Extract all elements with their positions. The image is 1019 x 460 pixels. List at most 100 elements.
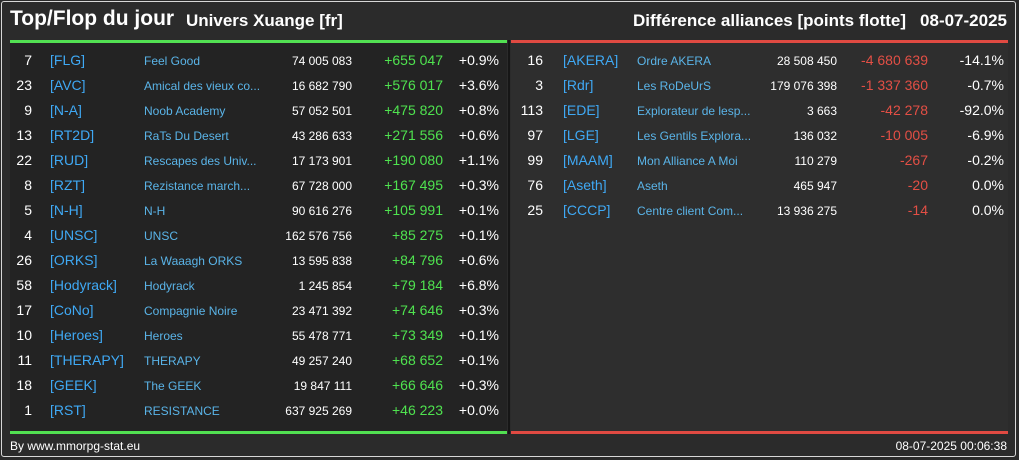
percent-change: +0.3% [458, 177, 499, 193]
alliance-name-link[interactable]: Rescapes des Univ... [144, 154, 257, 168]
top-row: 7 [FLG] Feel Good 74 005 083 +655 047 +0.9% [10, 49, 507, 74]
points-delta: -20 [907, 177, 928, 193]
alliance-name-link[interactable]: Explorateur de lesp... [637, 104, 751, 118]
alliance-name-link[interactable]: THERAPY [144, 354, 201, 368]
top-row: 26 [ORKS] La Waaagh ORKS 13 595 838 +84 796 +… [10, 249, 507, 274]
alliance-rank: 97 [527, 127, 543, 143]
alliance-tag-link[interactable]: [N-A] [50, 102, 82, 118]
top-row: 8 [RZT] Rezistance march... 67 728 000 +167 … [10, 174, 507, 199]
flop-row: 3 [Rdr] Les RoDeUrS 179 076 398 -1 337 360 -0… [511, 74, 1008, 99]
alliance-tag-link[interactable]: [EDE] [563, 102, 600, 118]
percent-change: +3.6% [458, 77, 499, 93]
top-row: 11 [THERAPY] THERAPY 49 257 240 +68 652 +0.1% [10, 349, 507, 374]
page-title: Top/Flop du jour [10, 7, 175, 30]
percent-change: -14.1% [959, 52, 1004, 68]
flop-row: 99 [MAAM] Mon Alliance A Moi 110 279 -267 -0.… [511, 149, 1008, 174]
alliance-name-link[interactable]: Centre client Com... [637, 204, 744, 218]
alliance-tag-link[interactable]: [Rdr] [563, 77, 594, 93]
alliance-tag-link[interactable]: [THERAPY] [50, 352, 124, 368]
alliance-tag-link[interactable]: [RT2D] [50, 127, 95, 143]
alliance-points: 13 595 838 [291, 254, 352, 268]
alliance-name-link[interactable]: Les RoDeUrS [637, 79, 712, 93]
alliance-rank: 10 [16, 327, 32, 343]
alliance-rank: 4 [24, 227, 32, 243]
alliance-rank: 25 [527, 202, 543, 218]
points-delta: +46 223 [392, 402, 443, 418]
alliance-name-link[interactable]: Hodyrack [144, 279, 195, 293]
alliance-rank: 3 [535, 77, 543, 93]
alliance-name-link[interactable]: RaTs Du Desert [144, 129, 229, 143]
alliance-rank: 7 [24, 52, 32, 68]
alliance-tag-link[interactable]: [CoNo] [50, 302, 94, 318]
alliance-tag-link[interactable]: [N-H] [50, 202, 83, 218]
alliance-rank: 22 [16, 152, 32, 168]
points-delta: +66 646 [392, 377, 443, 393]
alliance-points: 55 478 771 [291, 329, 352, 343]
percent-change: +0.3% [458, 302, 499, 318]
alliance-tag-link[interactable]: [CCCP] [563, 202, 611, 218]
alliance-name-link[interactable]: Compagnie Noire [144, 304, 238, 318]
alliance-name-link[interactable]: UNSC [144, 229, 179, 243]
points-delta: +655 047 [384, 52, 443, 68]
alliance-tag-link[interactable]: [UNSC] [50, 227, 98, 243]
alliance-name-link[interactable]: Feel Good [144, 54, 201, 68]
alliance-name-link[interactable]: The GEEK [144, 379, 202, 393]
alliance-name-link[interactable]: Rezistance march... [144, 179, 251, 193]
alliance-tag-link[interactable]: [RUD] [50, 152, 89, 168]
top-row: 23 [AVC] Amical des vieux co... 16 682 790 +… [10, 74, 507, 99]
percent-change: +0.1% [458, 227, 499, 243]
alliance-points: 110 279 [794, 154, 838, 168]
alliance-points: 162 576 756 [285, 229, 352, 243]
alliance-name-link[interactable]: Les Gentils Explora... [637, 129, 752, 143]
alliance-name-link[interactable]: RESISTANCE [144, 404, 220, 418]
alliance-tag-link[interactable]: [Heroes] [50, 327, 103, 343]
percent-change: +0.0% [458, 402, 499, 418]
alliance-rank: 13 [16, 127, 32, 143]
percent-change: +0.1% [458, 202, 499, 218]
alliance-tag-link[interactable]: [LGE] [563, 127, 599, 143]
alliance-rank: 113 [520, 102, 543, 118]
percent-change: +0.3% [458, 377, 499, 393]
percent-change: +0.1% [458, 327, 499, 343]
alliance-name-link[interactable]: Mon Alliance A Moi [637, 154, 738, 168]
alliance-name-link[interactable]: Noob Academy [144, 104, 226, 118]
alliance-tag-link[interactable]: [ORKS] [50, 252, 98, 268]
alliance-tag-link[interactable]: [RST] [50, 402, 86, 418]
alliance-tag-link[interactable]: [AVC] [50, 77, 86, 93]
alliance-tag-link[interactable]: [RZT] [50, 177, 85, 193]
top-row: 17 [CoNo] Compagnie Noire 23 471 392 +74 646… [10, 299, 507, 324]
points-delta: +84 796 [392, 252, 443, 268]
alliance-points: 637 925 269 [285, 404, 352, 418]
flop-row: 25 [CCCP] Centre client Com... 13 936 275 -1… [511, 199, 1008, 224]
alliance-points: 74 005 083 [291, 54, 352, 68]
points-delta: +68 652 [392, 352, 443, 368]
alliance-rank: 8 [24, 177, 32, 193]
alliance-name-link[interactable]: Ordre AKERA [637, 54, 712, 68]
alliance-tag-link[interactable]: [Aseth] [563, 177, 607, 193]
alliance-name-link[interactable]: Amical des vieux co... [144, 79, 261, 93]
alliance-rank: 26 [16, 252, 32, 268]
top-row: 10 [Heroes] Heroes 55 478 771 +73 349 +0.1% [10, 324, 507, 349]
alliance-tag-link[interactable]: [GEEK] [50, 377, 97, 393]
alliance-tag-link[interactable]: [MAAM] [563, 152, 613, 168]
alliance-points: 17 173 901 [291, 154, 352, 168]
top-row: 1 [RST] RESISTANCE 637 925 269 +46 223 +0.0% [10, 399, 507, 424]
percent-change: +1.1% [458, 152, 499, 168]
percent-change: 0.0% [972, 202, 1004, 218]
alliance-tag-link[interactable]: [AKERA] [563, 52, 619, 68]
alliance-rank: 16 [527, 52, 543, 68]
flop-row: 76 [Aseth] Aseth 465 947 -20 0.0% [511, 174, 1008, 199]
percent-change: -6.9% [967, 127, 1004, 143]
percent-change: -0.7% [967, 77, 1004, 93]
metric-label: Différence alliances [points flotte] [633, 11, 907, 30]
alliance-name-link[interactable]: La Waaagh ORKS [144, 254, 243, 268]
top-panel: 7 [FLG] Feel Good 74 005 083 +655 047 +0.9% 23… [10, 40, 507, 434]
alliance-tag-link[interactable]: [FLG] [50, 52, 86, 68]
alliance-name-link[interactable]: N-H [144, 204, 166, 218]
alliance-tag-link[interactable]: [Hodyrack] [50, 277, 117, 293]
alliance-name-link[interactable]: Aseth [637, 179, 668, 193]
points-delta: +79 184 [392, 277, 443, 293]
alliance-name-link[interactable]: Heroes [144, 329, 183, 343]
top-list: 7 [FLG] Feel Good 74 005 083 +655 047 +0.9% 23… [10, 49, 507, 424]
